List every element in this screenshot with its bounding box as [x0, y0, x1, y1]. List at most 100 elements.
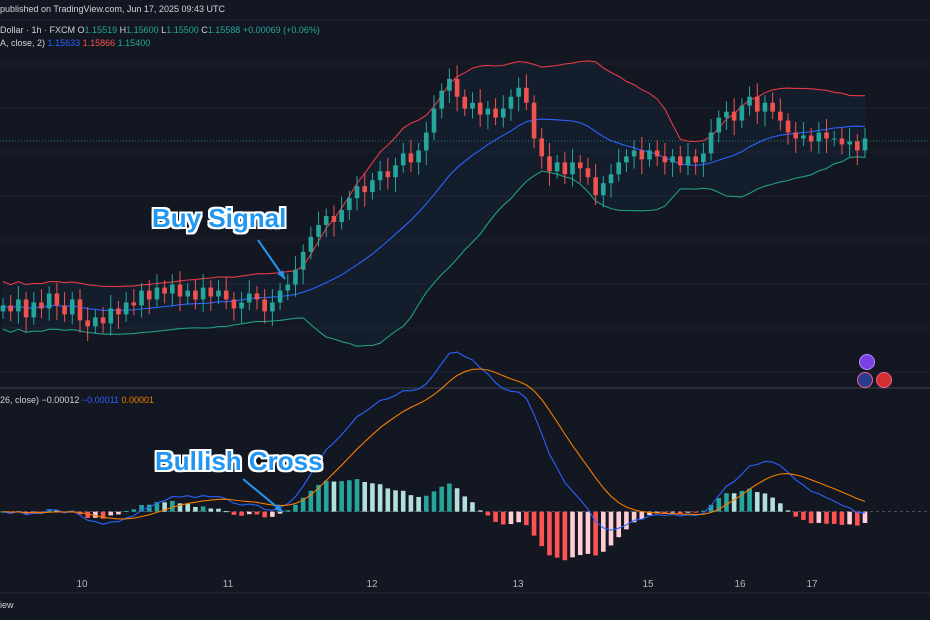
macd-histogram-bar [477, 510, 483, 512]
candle-body [716, 117, 722, 133]
macd-histogram-bar [493, 511, 498, 522]
macd-histogram-bar [608, 511, 614, 546]
candle-body [131, 302, 137, 306]
macd-histogram-bar [93, 511, 98, 518]
macd-histogram-bar [100, 511, 106, 519]
x-tick-label: 17 [806, 579, 818, 590]
candle-body [770, 102, 775, 112]
macd-hist-value: −0.00012 [41, 395, 80, 405]
candle-body [854, 141, 860, 151]
macd-histogram-bar [231, 511, 237, 515]
bullish-cross-annotation: Bullish Cross [155, 446, 323, 476]
candle-body [654, 150, 660, 157]
macd-histogram-bar [208, 508, 214, 512]
macd-histogram-bar [123, 510, 129, 512]
macd-histogram-bar [708, 504, 714, 512]
macd-histogram-bar [116, 511, 121, 515]
macd-histogram-bar [639, 511, 645, 520]
macd-histogram-bar [824, 511, 829, 524]
macd-histogram-bar [300, 497, 306, 512]
macd-histogram-bar [500, 511, 506, 525]
h-value: 1.15600 [126, 25, 159, 35]
candle-body [739, 105, 745, 121]
macd-histogram-bar [747, 488, 752, 512]
macd-histogram-bar [562, 511, 568, 561]
candle-body [239, 302, 244, 309]
macd-histogram-bar [839, 511, 845, 525]
candle-body [0, 305, 6, 312]
macd-histogram-bar [39, 511, 44, 513]
candle-body [146, 290, 152, 300]
candle-body [493, 108, 498, 118]
macd-histogram-bar [508, 511, 514, 525]
macd-histogram-bar [416, 496, 421, 512]
o-label: O [77, 25, 85, 35]
x-tick-label: 10 [76, 579, 88, 590]
candle-body [85, 320, 90, 327]
x-tick-label: 12 [366, 579, 378, 590]
candle-body [162, 287, 167, 294]
x-tick-label: 11 [223, 579, 234, 590]
macd-histogram-bar [377, 484, 383, 512]
macd-histogram-bar [862, 511, 868, 523]
c-label: C [201, 25, 208, 35]
macd-histogram-bar [408, 495, 414, 512]
macd-histogram-bar [54, 509, 60, 512]
macd-histogram-bar [716, 498, 722, 512]
macd-histogram-bar [770, 497, 775, 512]
l-value: 1.15500 [166, 25, 199, 35]
candle-body [277, 290, 283, 303]
macd-histogram-bar [831, 511, 837, 524]
candle-body [762, 102, 768, 112]
h-label: H [119, 25, 127, 35]
macd-histogram-bar [854, 511, 860, 526]
macd-histogram-bar [516, 511, 521, 523]
x-tick-label: 15 [642, 579, 654, 590]
bullish-cross-arrow-head [274, 504, 283, 512]
candle-body [616, 162, 622, 175]
candle-body [631, 150, 637, 157]
macd-histogram-bar [462, 496, 468, 512]
macd-histogram-bar [593, 511, 598, 556]
candle-body [339, 210, 344, 222]
macd-histogram-bar [662, 511, 668, 514]
macd-histogram-bar [308, 490, 314, 512]
macd-histogram-bar [170, 500, 175, 512]
macd-histogram-bar [362, 482, 368, 512]
candle-body [423, 132, 429, 151]
candle-body [508, 96, 514, 109]
candle-body [601, 183, 606, 196]
candle-body [747, 96, 752, 106]
candle-body [570, 162, 575, 175]
candle-body [246, 293, 252, 303]
macd-histogram-bar [293, 504, 298, 512]
macd-histogram-bar [270, 511, 275, 517]
candle-body [285, 284, 291, 291]
macd-histogram-bar [193, 506, 198, 512]
eu-flag-icon[interactable] [857, 372, 873, 388]
candle-body [77, 299, 83, 321]
buy-signal-arrow-head [277, 270, 285, 279]
macd-histogram-bar [616, 511, 622, 538]
us-flag-icon[interactable] [876, 372, 892, 388]
candle-body [447, 78, 452, 91]
candle-body [647, 150, 652, 160]
published-header: published on TradingView.com, Jun 17, 20… [0, 4, 225, 14]
lightning-icon[interactable] [859, 354, 875, 370]
candle-body [116, 308, 121, 315]
candle-body [69, 299, 75, 315]
bb-label: A, close, 2) [0, 38, 46, 48]
candle-body [470, 102, 475, 109]
macd-histogram-bar [339, 481, 344, 512]
candle-body [170, 284, 175, 294]
macd-histogram-bar [816, 511, 822, 523]
candle-body [254, 293, 260, 300]
candle-body [216, 290, 221, 297]
macd-histogram-bar [431, 491, 437, 512]
candle-body [824, 132, 829, 139]
macd-histogram-bar [185, 504, 191, 512]
candle-body [200, 287, 206, 300]
candle-body [362, 186, 368, 193]
macd-legend: 26, close) −0.00012 −0.00011 0.00001 [0, 395, 154, 405]
